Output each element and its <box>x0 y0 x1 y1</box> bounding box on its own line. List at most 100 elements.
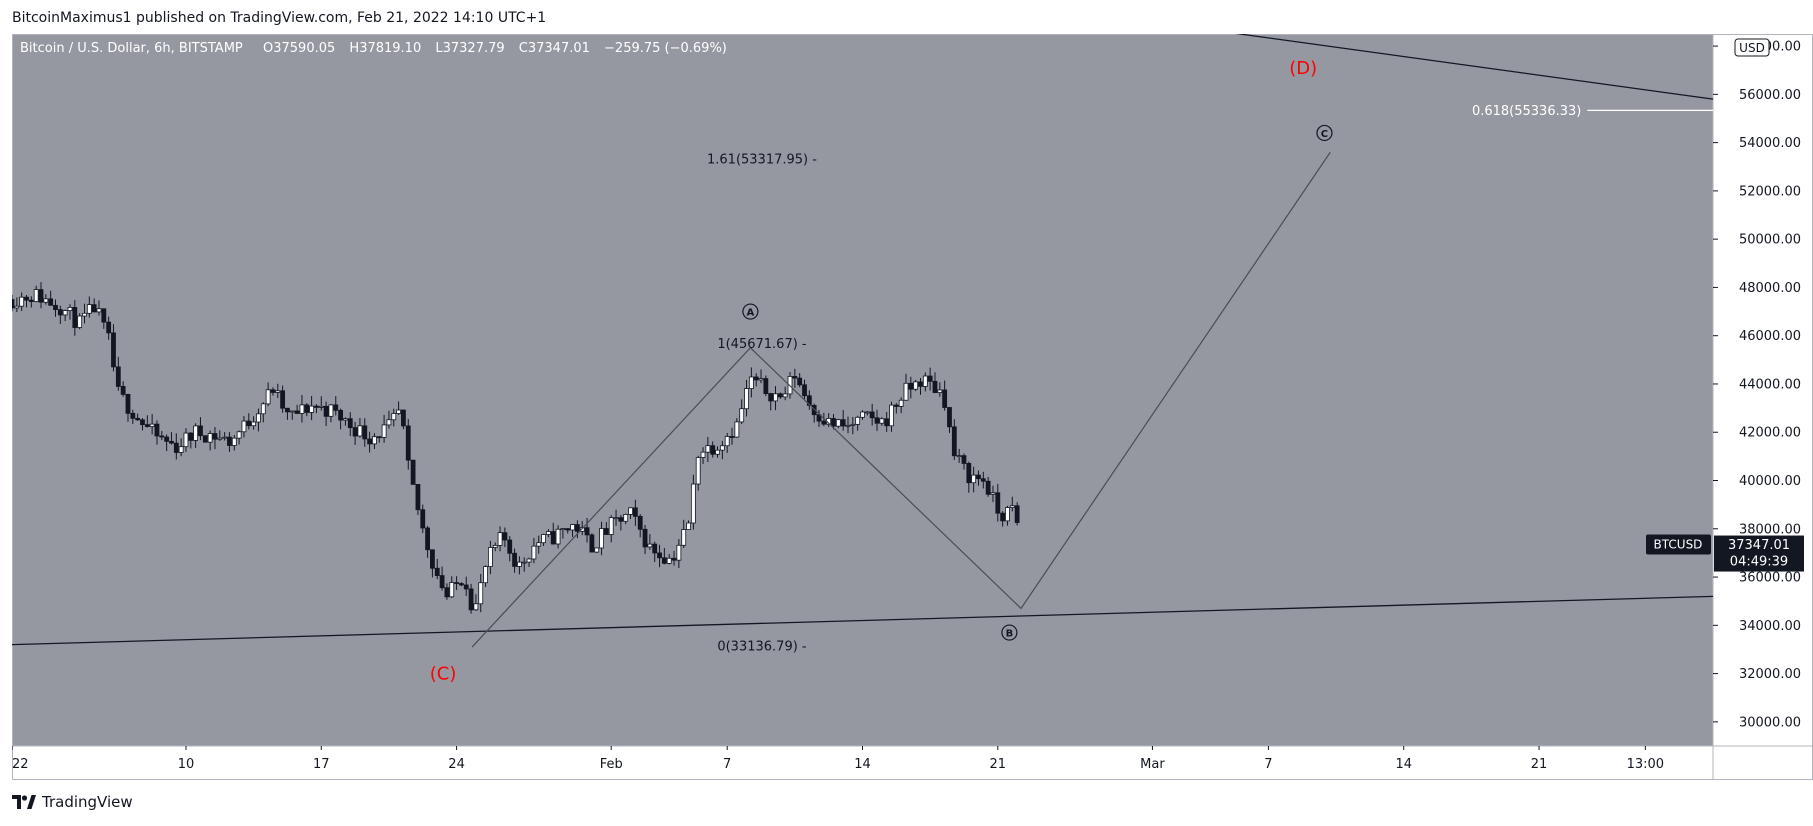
candle-body <box>444 587 450 598</box>
price-chart[interactable]: 1.61(53317.95) - 1(45671.67) - 0(33136.79)… <box>9 21 1813 780</box>
tradingview-brand[interactable]: TradingView <box>42 793 133 811</box>
candle-body <box>695 457 701 485</box>
candle-body <box>831 418 836 427</box>
candle-body <box>739 408 745 423</box>
legend-symbol: Bitcoin / U.S. Dollar, 6h, BITSTAMP <box>20 41 243 56</box>
candle-body <box>401 409 406 427</box>
candle-body <box>318 405 324 408</box>
candle-body <box>144 424 150 427</box>
candle-body <box>352 427 358 437</box>
legend-low-value: 37327.79 <box>443 41 505 56</box>
candle-body <box>260 403 266 415</box>
candle-body <box>468 588 474 611</box>
candle-body <box>884 418 890 427</box>
currency-badge[interactable]: USD <box>1734 38 1770 57</box>
footer[interactable]: TradingView <box>12 793 133 811</box>
candle-body <box>913 381 919 390</box>
candle-body <box>62 310 68 316</box>
candle-body <box>164 436 170 442</box>
candle-body <box>24 296 29 301</box>
candle-body <box>304 404 310 413</box>
candle-body <box>661 557 667 564</box>
candle-body <box>850 423 856 426</box>
currency-badge-label: USD <box>1739 41 1765 55</box>
candle-body <box>14 305 20 309</box>
candle-body <box>874 417 880 424</box>
candle-body <box>57 309 63 316</box>
candle-body <box>309 405 315 413</box>
candle-body <box>835 419 841 427</box>
candle-body <box>372 436 377 445</box>
candle-body <box>265 389 271 405</box>
candle-body <box>140 419 145 426</box>
plot-background <box>12 34 1713 746</box>
candle-body <box>463 584 469 590</box>
last-price-tag: BTCUSD 37347.01 04:49:39 <box>1646 534 1804 572</box>
candle-body <box>386 419 392 426</box>
candle-body <box>497 532 503 546</box>
candle-body <box>106 321 112 334</box>
candle-body <box>744 388 749 410</box>
annotation-layer: 1.61(53317.95) - 1(45671.67) - 0(33136.79)… <box>430 58 1713 685</box>
candle-body <box>579 527 585 532</box>
candle-body <box>821 420 827 425</box>
wave-label-circled: B <box>1001 624 1018 641</box>
wave-label: (C) <box>430 664 457 685</box>
candle-layer <box>9 282 1020 614</box>
tradingview-logo-icon <box>12 795 36 809</box>
candle-body <box>811 405 817 416</box>
candle-body <box>802 384 807 397</box>
candle-body <box>333 404 339 411</box>
candle-body <box>531 545 537 560</box>
candle-body <box>1009 505 1015 508</box>
time-axis-panel[interactable] <box>12 746 1813 780</box>
trendline-layer <box>11 21 1714 646</box>
candle-body <box>488 547 493 567</box>
candle-body <box>33 289 39 302</box>
candle-body <box>125 393 131 414</box>
price-axis-panel[interactable] <box>1713 34 1813 746</box>
candle-body <box>681 529 687 546</box>
candle-body <box>565 528 571 531</box>
price-tick-label: 54000.00 <box>1739 136 1801 151</box>
candle-body <box>86 304 92 314</box>
fib-level-label: 0(33136.79) - <box>717 640 807 655</box>
candle-body <box>338 409 344 421</box>
candle-body <box>980 478 986 482</box>
fib-618-label: 0.618(55336.33) <box>1472 104 1581 119</box>
candle-body <box>632 507 638 517</box>
price-tick-label: 30000.00 <box>1739 715 1801 730</box>
time-tick-label: 21 <box>1531 757 1548 772</box>
price-tick-label: 56000.00 <box>1739 88 1801 103</box>
candle-body <box>763 378 769 394</box>
candle-body <box>908 382 914 390</box>
time-tick-label: 17 <box>313 757 330 772</box>
candle-body <box>623 514 629 522</box>
candle-body <box>381 424 387 438</box>
price-tick-label: 46000.00 <box>1739 329 1801 344</box>
chart-frame[interactable]: 1.61(53317.95) - 1(45671.67) - 0(33136.79)… <box>9 21 1813 780</box>
candle-body <box>405 425 411 461</box>
candle-body <box>686 522 691 530</box>
candle-body <box>28 299 34 302</box>
candle-body <box>869 411 875 419</box>
candle-body <box>251 421 257 427</box>
candle-body <box>270 389 276 393</box>
candle-body <box>459 583 464 586</box>
candle-body <box>294 410 300 414</box>
candle-body <box>690 483 696 524</box>
candle-body <box>966 463 972 484</box>
candle-body <box>299 404 305 414</box>
candle-body <box>198 425 203 437</box>
candle-body <box>410 459 416 485</box>
price-tick-label: 40000.00 <box>1739 474 1801 489</box>
candle-body <box>995 492 1001 514</box>
candle-body <box>343 418 348 421</box>
time-tick-label: 14 <box>1395 757 1412 772</box>
candle-body <box>860 411 865 418</box>
time-tick-label: 7 <box>723 757 731 772</box>
candle-body <box>159 435 165 438</box>
candle-body <box>666 557 672 564</box>
symbol-tag: BTCUSD <box>1654 538 1703 552</box>
candle-body <box>517 561 522 567</box>
